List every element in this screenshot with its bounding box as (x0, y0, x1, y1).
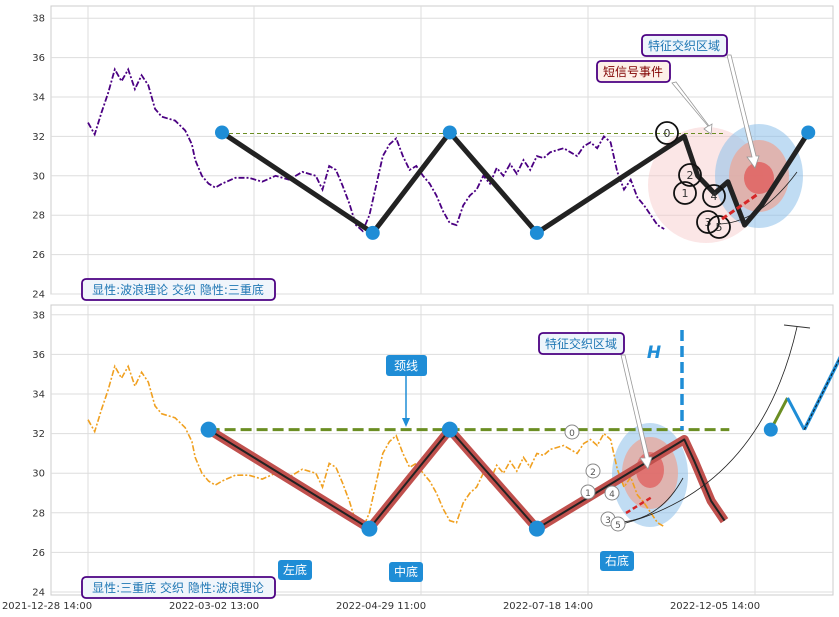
bottom-ytick: 26 (32, 548, 45, 559)
svg-text:4: 4 (711, 190, 718, 203)
bottom-plot-frame (50, 304, 834, 596)
left-bottom-callout: 左底 (278, 560, 312, 580)
top-ytick: 26 (32, 250, 45, 261)
top-ytick: 34 (32, 93, 45, 104)
top-pivot-dot (801, 125, 816, 140)
h-label: H (647, 343, 661, 363)
left-bottom-label: 左底 (283, 562, 307, 577)
bottom-wave-markers: 0 2 1 4 3 5 (564, 424, 626, 532)
svg-text:0: 0 (569, 429, 575, 439)
pattern-line (208, 428, 726, 530)
bottom-swing-curve (617, 326, 798, 526)
top-y-axis: 24 26 28 30 32 34 36 38 (32, 14, 45, 301)
bottom-projection (763, 355, 839, 437)
pattern-pivot-dot (200, 421, 217, 438)
top-zigzag-line (220, 130, 811, 236)
projection-target-inner (803, 358, 839, 430)
svg-text:2: 2 (687, 169, 694, 182)
top-ytick: 32 (32, 132, 45, 143)
bottom-caption: 显性:三重底 交织 隐性:波浪理论 (81, 576, 276, 599)
svg-text:5: 5 (716, 221, 723, 234)
bottom-triple-bottom (200, 421, 729, 537)
bottom-short-signal (625, 495, 653, 515)
bottom-price-line (87, 364, 665, 530)
right-bottom-label: 右底 (605, 553, 629, 568)
right-bottom-callout: 右底 (600, 551, 634, 571)
svg-text:2: 2 (590, 468, 596, 478)
top-ytick: 38 (32, 14, 45, 25)
top-callout-arrow-zone (726, 54, 760, 169)
top-ytick: 30 (32, 171, 45, 182)
bottom-grid (51, 305, 833, 595)
bottom-caption-text: 显性:三重底 交织 隐性:波浪理论 (92, 580, 264, 595)
pattern-pivot-dot (441, 421, 458, 438)
bottom-xtick: 2021-12-28 14:00 (2, 601, 92, 612)
feature-zone-callout-top: 特征交织区域 (641, 34, 728, 57)
feature-zone-callout-bottom: 特征交织区域 (538, 332, 625, 355)
bottom-swing-curve-small (619, 477, 684, 523)
short-signal-callout: 短信号事件 (596, 60, 671, 83)
top-pivot-dot (365, 225, 380, 240)
bottom-ytick: 34 (32, 390, 45, 401)
bottom-xtick: 2022-03-02 13:00 (169, 601, 259, 612)
top-pivot-dot (529, 225, 544, 240)
bottom-callout-arrow-zone (620, 354, 653, 470)
top-pivot-dot (442, 125, 457, 140)
svg-text:0: 0 (664, 127, 671, 140)
bottom-ytick: 24 (32, 588, 45, 599)
neckline-label: 颈线 (394, 359, 418, 373)
bottom-ytick: 28 (32, 508, 45, 519)
pattern-pivot-dot (361, 520, 378, 537)
top-swing-curve (719, 171, 798, 225)
target-tick (783, 324, 811, 329)
bottom-ytick: 38 (32, 310, 45, 321)
feature-zone-label-top: 特征交织区域 (648, 38, 720, 53)
svg-text:1: 1 (682, 187, 689, 200)
bottom-y-axis: 24 26 28 30 32 34 36 38 (32, 310, 45, 598)
pattern-pivot-dot (528, 520, 545, 537)
top-wave-markers: 0 2 1 4 3 5 (655, 121, 731, 239)
mid-bottom-label: 中底 (394, 564, 418, 579)
top-ytick: 36 (32, 53, 45, 64)
bottom-ytick: 32 (32, 429, 45, 440)
top-wave-zigzag (215, 125, 816, 240)
svg-text:4: 4 (609, 490, 615, 500)
neckline-callout: 颈线 (386, 355, 427, 427)
svg-text:3: 3 (605, 516, 611, 526)
top-caption: 显性:波浪理论 交织 隐性:三重底 (81, 278, 276, 301)
bottom-xtick: 2022-12-05 14:00 (670, 601, 760, 612)
top-price-line (87, 67, 665, 233)
svg-text:5: 5 (615, 521, 621, 531)
projection-pullback (786, 397, 806, 431)
top-short-signal (721, 192, 759, 221)
top-caption-text: 显性:波浪理论 交织 隐性:三重底 (92, 282, 264, 297)
short-signal-label: 短信号事件 (603, 65, 663, 79)
top-callout-arrow-signal (671, 81, 713, 135)
bottom-xtick: 2022-04-29 11:00 (336, 601, 426, 612)
bottom-x-axis: 2021-12-28 14:00 2022-03-02 13:00 2022-04-… (2, 601, 760, 612)
feature-zone-label-bottom: 特征交织区域 (545, 336, 617, 351)
svg-text:1: 1 (585, 489, 591, 499)
bottom-xtick: 2022-07-18 14:00 (503, 601, 593, 612)
mid-bottom-callout: 中底 (389, 562, 423, 582)
projection-start-dot (763, 422, 778, 437)
top-ytick: 24 (32, 290, 45, 301)
top-ytick: 28 (32, 211, 45, 222)
top-pivot-dot (215, 125, 229, 140)
bottom-ytick: 30 (32, 469, 45, 480)
bottom-ytick: 36 (32, 350, 45, 361)
